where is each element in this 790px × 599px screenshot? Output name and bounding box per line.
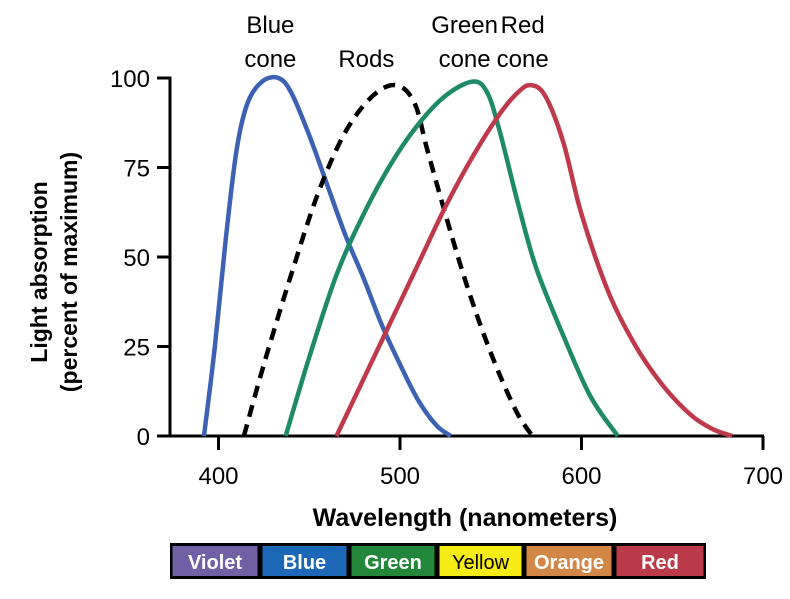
y-tick-label: 25 (123, 335, 150, 362)
x-tick-label: 600 (561, 463, 601, 490)
y-axis-title: Light absorption (percent of maximum) (26, 152, 82, 392)
spectrum-swatch-green (351, 546, 435, 576)
series-label: cone (439, 46, 491, 73)
spectrum-swatch-orange (526, 546, 612, 576)
spectrum-swatch-red (616, 546, 704, 576)
spectrum-label: Blue (283, 552, 326, 574)
series-label: cone (497, 46, 549, 73)
x-tick-label: 400 (198, 463, 238, 490)
curve-rods (241, 82, 535, 438)
y-axis-title-line-1: Light absorption (26, 181, 52, 362)
x-tick-label: 500 (380, 463, 420, 490)
y-tick-label: 75 (123, 156, 150, 183)
series-label: cone (244, 46, 296, 73)
y-axis-title-line-2: (percent of maximum) (56, 152, 82, 392)
curves (201, 74, 733, 439)
curve-blue-cone (201, 74, 453, 438)
y-tick-label: 50 (123, 245, 150, 272)
spectrum-swatch-blue (262, 546, 347, 576)
curve-red-cone (334, 82, 733, 439)
x-tick-label: 700 (743, 463, 783, 490)
series-label: Rods (338, 46, 394, 73)
series-label: Green (431, 12, 498, 39)
y-tick-label: 0 (137, 424, 150, 451)
spectrum-swatch-violet (172, 546, 258, 576)
series-label: Blue (246, 12, 294, 39)
x-axis-title: Wavelength (nanometers) (313, 504, 618, 532)
spectrum-bar: Violet Blue Green Yellow Orange Red (170, 543, 706, 579)
series-label: Red (501, 12, 545, 39)
curve-green-cone (283, 79, 620, 438)
spectrum-label: Green (364, 552, 422, 574)
axes: 400 500 600 700 0 25 50 75 100 (110, 66, 783, 490)
spectrum-label: Red (641, 552, 679, 574)
spectrum-label: Orange (534, 552, 604, 574)
y-tick-label: 100 (110, 66, 150, 93)
spectrum-swatch-yellow (439, 546, 522, 576)
spectrum-label: Yellow (452, 552, 510, 574)
spectrum-label: Violet (188, 552, 242, 574)
